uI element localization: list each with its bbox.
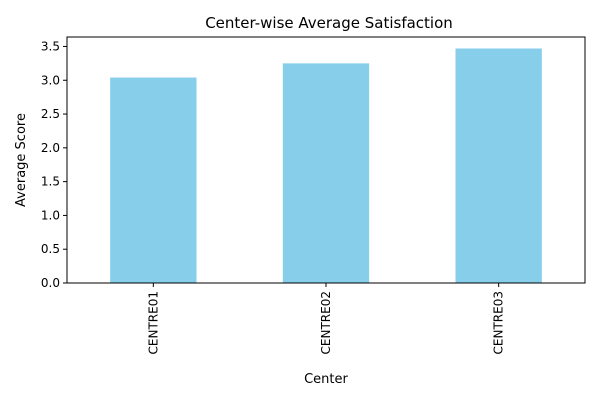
y-axis-label: Average Score [14, 113, 29, 207]
bar-centre01 [110, 77, 197, 283]
chart-title: Center-wise Average Satisfaction [205, 14, 453, 32]
x-tick-label-centre03: CENTRE03 [492, 291, 506, 354]
bar-centre02 [282, 63, 370, 283]
y-tick-label: 2.5 [41, 107, 60, 121]
plot-area: 0.0 0.5 1.0 1.5 2.0 2.5 3.0 3.5 CENTRE01 CENTRE02… [41, 36, 586, 354]
y-tick-label: 1.5 [41, 175, 60, 189]
y-tick-label: 0.0 [41, 276, 60, 290]
x-tick-label-centre01: CENTRE01 [146, 291, 160, 354]
y-tick-label: 1.0 [41, 208, 60, 222]
bar-centre03 [455, 48, 542, 283]
y-tick-label: 3.0 [41, 73, 60, 87]
y-tick-label: 2.0 [41, 141, 60, 155]
y-tick-label: 3.5 [41, 39, 60, 53]
x-tick-label-centre02: CENTRE02 [319, 291, 333, 354]
y-tick-label: 0.5 [41, 242, 60, 256]
x-axis-label: Center [304, 372, 348, 387]
